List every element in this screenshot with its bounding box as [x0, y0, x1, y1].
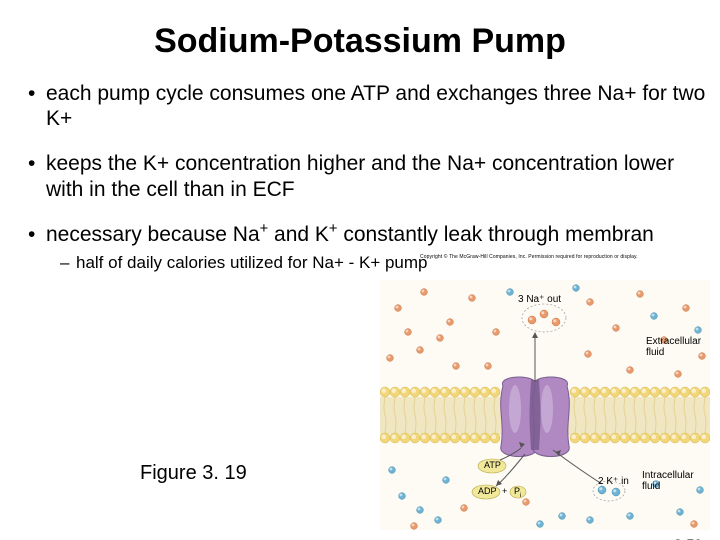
bullet-2: keeps the K+ concentration higher and th…: [28, 151, 708, 201]
figure-label: Figure 3. 19: [140, 462, 247, 485]
bullet-list: each pump cycle consumes one ATP and exc…: [28, 81, 708, 273]
label-adp: ADP: [478, 486, 497, 496]
bullet-1: each pump cycle consumes one ATP and exc…: [28, 81, 708, 131]
label-plus: +: [502, 486, 507, 496]
label-atp: ATP: [484, 460, 501, 470]
label-k-in: 2 K⁺ in: [598, 476, 629, 487]
page-title: Sodium-Potassium Pump: [0, 22, 720, 61]
copyright-text: Copyright © The McGraw-Hill Companies, I…: [420, 254, 638, 260]
label-pi: Pi: [514, 486, 521, 496]
bullet-3: necessary because Na+ and K+ constantly …: [28, 222, 708, 274]
label-ecf: Extracellular fluid: [646, 336, 710, 358]
pump-diagram: 3 Na⁺ out Extracellular fluid 2 K⁺ in In…: [380, 280, 710, 530]
slide-number: 3-50: [674, 536, 702, 540]
label-na-out: 3 Na⁺ out: [518, 294, 561, 305]
label-icf: Intracellular fluid: [642, 470, 710, 492]
